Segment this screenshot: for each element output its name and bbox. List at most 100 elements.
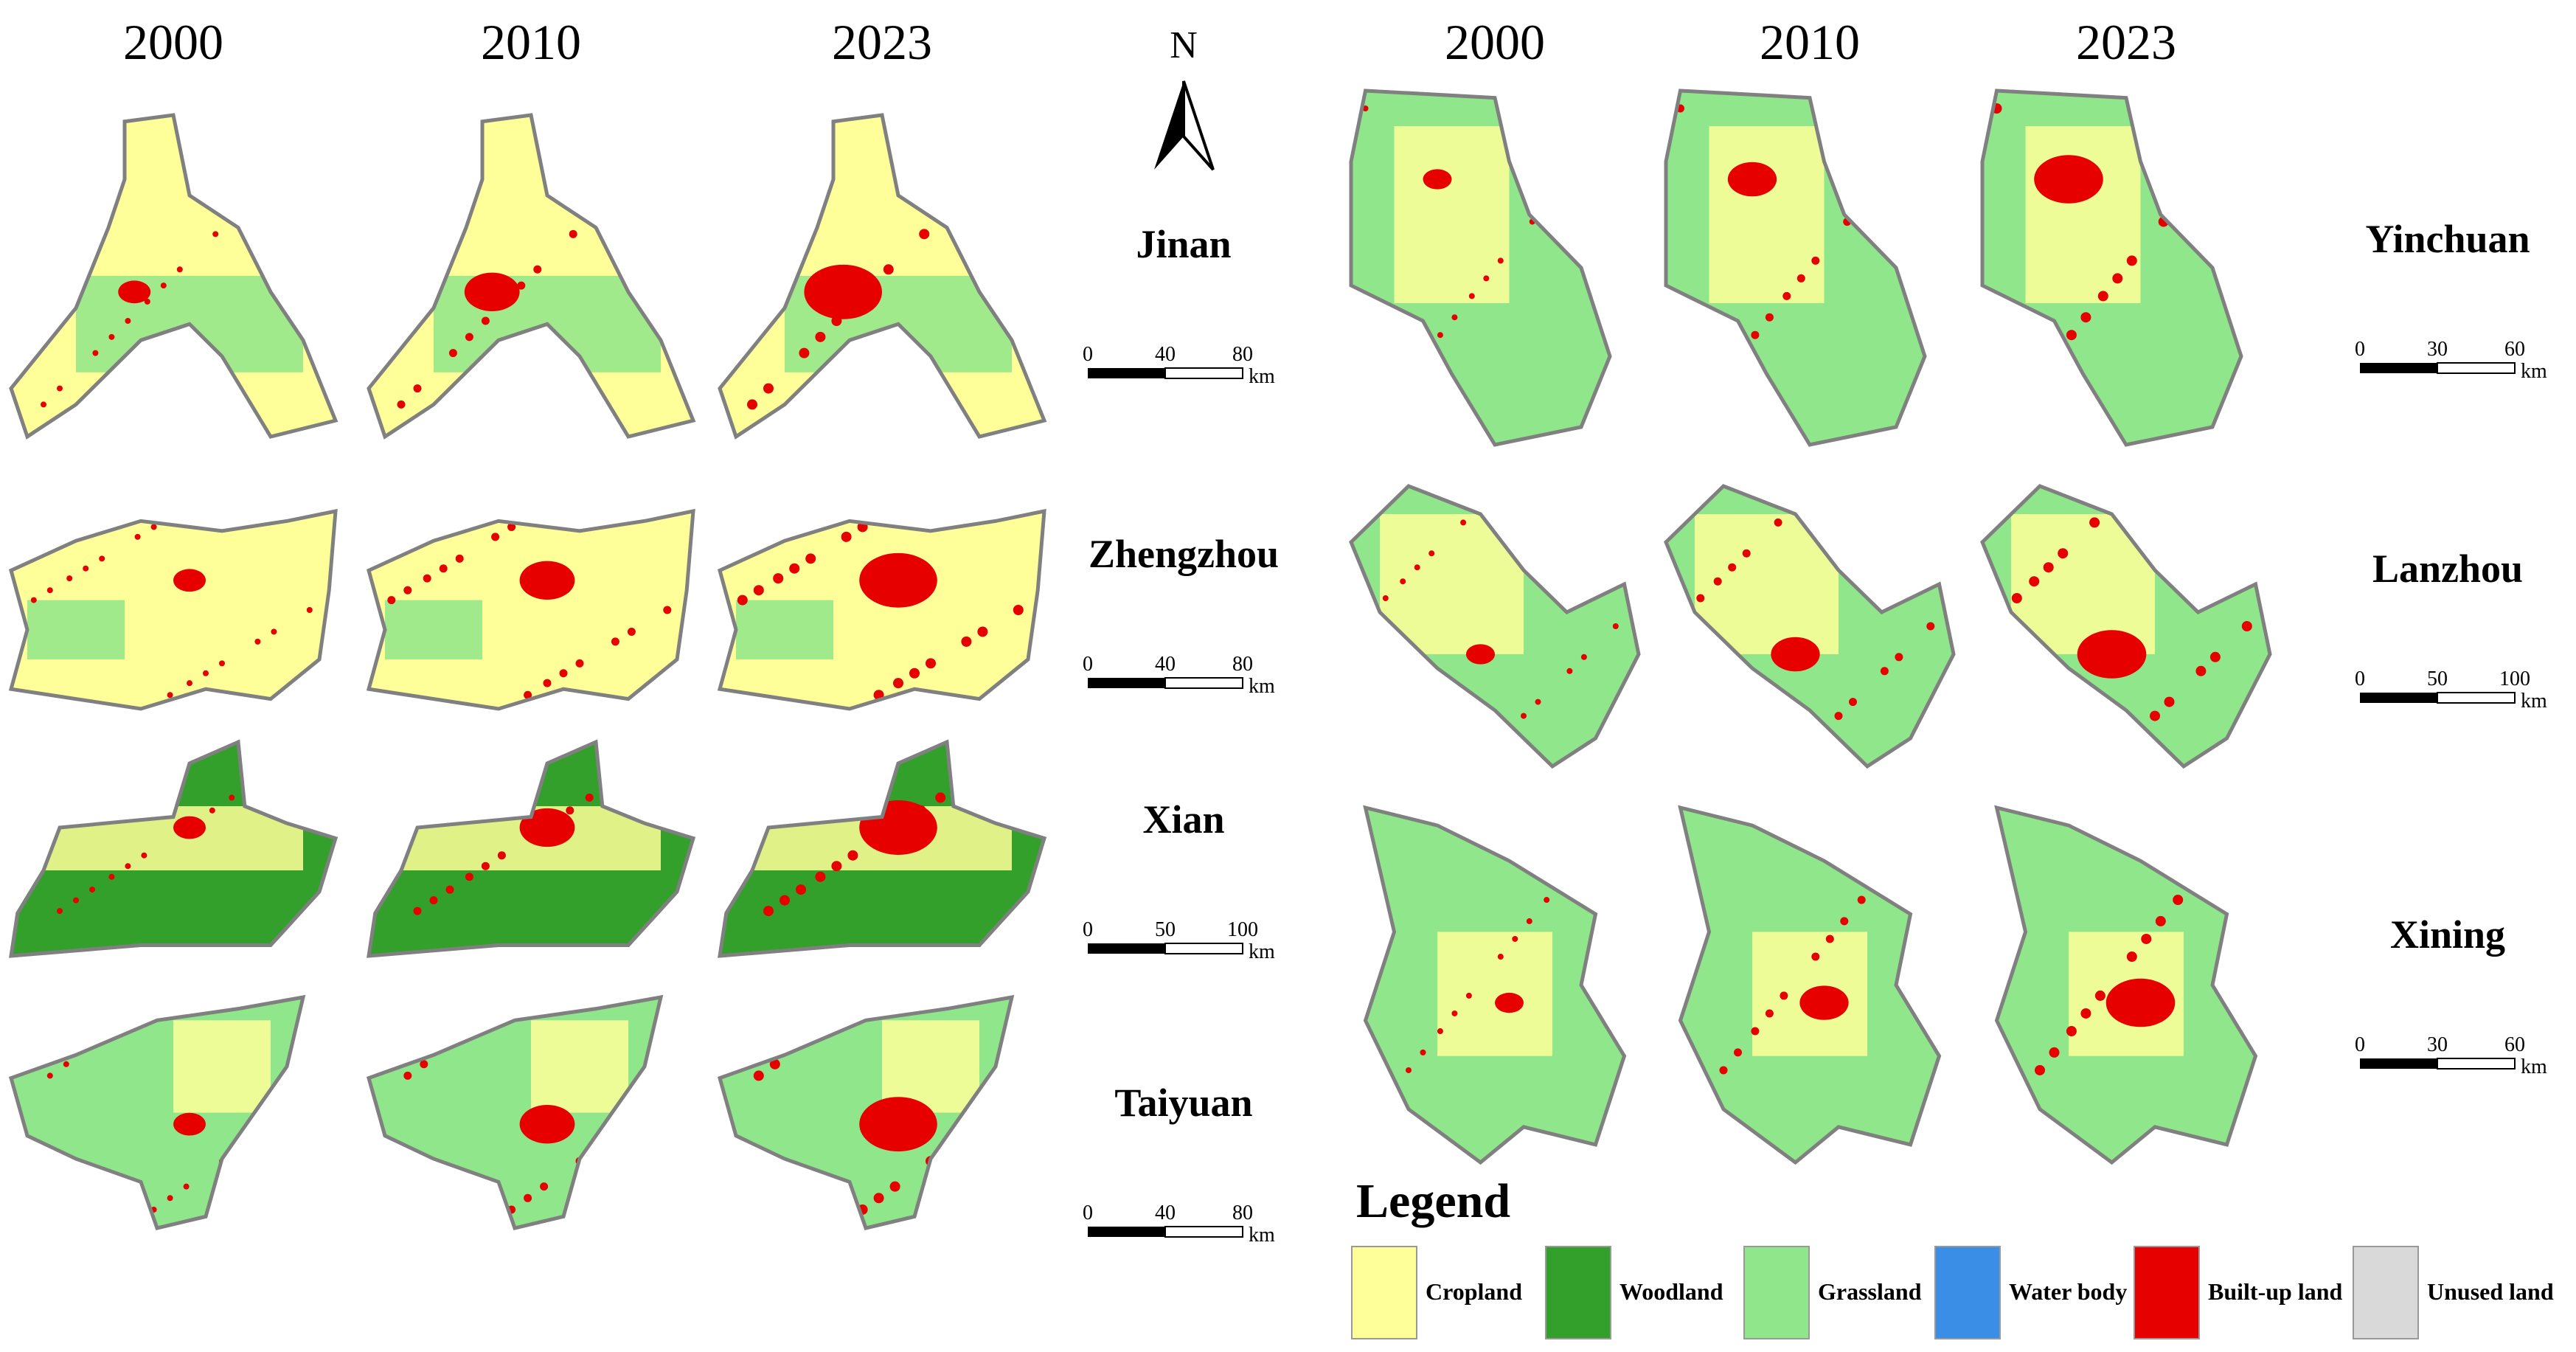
built-up-dot: [125, 863, 131, 870]
built-up-dot: [540, 1182, 549, 1191]
map-inner: [1391, 822, 1625, 1130]
scale-bar-white: [1164, 1226, 1243, 1238]
built-up-dot: [2126, 951, 2137, 963]
built-up-dot: [637, 162, 646, 171]
year-label: 2023: [832, 14, 932, 70]
built-up-dot: [303, 1098, 309, 1104]
scale-bar-black: [1088, 1227, 1165, 1237]
built-up-dot: [1010, 1095, 1012, 1106]
built-up-dot: [271, 628, 277, 635]
built-up-dot: [24, 128, 30, 134]
map-outline: [366, 994, 664, 1230]
built-up-dot: [141, 852, 147, 859]
city-map: [1994, 805, 2258, 1165]
built-up-dot: [1521, 713, 1527, 719]
built-up-dot: [445, 885, 454, 894]
scale-label: 40: [1155, 343, 1176, 366]
map-outline: [1980, 89, 2243, 447]
built-up-dot: [1400, 578, 1406, 585]
built-up: [1423, 169, 1452, 190]
built-up-dot: [2187, 877, 2198, 888]
scale-bar-white: [2437, 362, 2516, 374]
built-up-dot: [203, 670, 209, 676]
city-name: Yinchuan: [2365, 217, 2530, 261]
built-up-dot: [99, 1036, 105, 1042]
land-patch: [1709, 126, 1825, 303]
built-up-dot: [264, 179, 271, 186]
built-up-dot: [423, 574, 431, 583]
built-up-dot: [958, 1132, 968, 1143]
legend-swatch: [1545, 1246, 1611, 1339]
built-up-dot: [491, 533, 500, 541]
north-arrow: N: [1154, 24, 1215, 171]
built-up-dot: [108, 873, 115, 880]
built-up-dot: [653, 146, 662, 155]
built-up-dot: [585, 793, 594, 802]
built-up-dot: [115, 1024, 122, 1030]
built-up-dot: [1811, 952, 1820, 961]
built-up-dot: [2035, 1064, 2045, 1075]
built-up-dot: [413, 906, 422, 915]
legend-label: Built-up land: [2208, 1278, 2343, 1305]
built-up-dot: [2247, 1121, 2256, 1132]
built-up-dot: [763, 383, 774, 394]
built-up-dot: [167, 1195, 173, 1202]
map-outline: [1664, 89, 1927, 447]
city-map: [367, 739, 696, 958]
map-outline: [718, 113, 1047, 440]
built-up-dot: [1604, 822, 1611, 829]
legend-label: Woodland: [1619, 1278, 1723, 1305]
arrow-left: [1154, 81, 1184, 170]
city-map: [9, 113, 339, 440]
legend-swatch: [1743, 1246, 1810, 1339]
built-up-dot: [1612, 623, 1619, 629]
built-up-dot: [1382, 595, 1389, 601]
built-up-dot: [1437, 332, 1443, 339]
map-outline: [8, 994, 306, 1230]
built-up-dot: [187, 680, 192, 687]
built-up-dot: [569, 229, 577, 238]
built-up-dot: [1734, 1048, 1742, 1057]
built-up: [859, 552, 937, 608]
built-up-dot: [1468, 293, 1475, 299]
built-up-dot: [993, 1107, 1004, 1118]
built-up-dot: [30, 597, 37, 603]
city-map: [1349, 484, 1641, 769]
built-up-dot: [1825, 935, 1834, 943]
built-up-dot: [1544, 897, 1550, 904]
built-up: [464, 272, 520, 311]
built-up-dot: [789, 563, 800, 574]
built-up-dot: [2049, 1047, 2060, 1058]
built-up-dot: [381, 127, 389, 136]
built-up-dot: [2094, 990, 2105, 1001]
built-up: [804, 264, 882, 319]
map-outline: [1664, 484, 1956, 769]
built-up-dot: [2218, 142, 2229, 153]
city-map: [8, 994, 309, 1230]
built-up-dot: [1857, 200, 1866, 209]
built-up-dot: [2112, 273, 2123, 284]
arrow-right: [1182, 80, 1215, 171]
built-up-dot: [2058, 548, 2069, 559]
built-up-dot: [2233, 820, 2244, 831]
scale-label: 30: [2427, 338, 2448, 361]
scale-unit: km: [2521, 1055, 2547, 1078]
built-up-dot: [533, 828, 542, 836]
built-up-dot: [1558, 879, 1564, 886]
scale-bar-black: [2360, 693, 2437, 703]
built-up-dot: [92, 350, 99, 356]
built-up: [2034, 155, 2103, 204]
built-up-dot: [524, 1193, 532, 1202]
city-map: [367, 113, 696, 440]
built-up-dot: [617, 772, 626, 780]
scale-label: 100: [2499, 668, 2530, 690]
city-map: [1363, 805, 1627, 1165]
built-up-dot: [971, 177, 982, 188]
built-up-dot: [1483, 275, 1490, 282]
map-inner: [731, 125, 1014, 410]
built-up-dot: [41, 401, 46, 408]
built-up-dot: [919, 229, 930, 240]
built-up-dot: [448, 349, 457, 358]
scale-label: 80: [1232, 653, 1253, 676]
built-up-dot: [397, 400, 406, 409]
